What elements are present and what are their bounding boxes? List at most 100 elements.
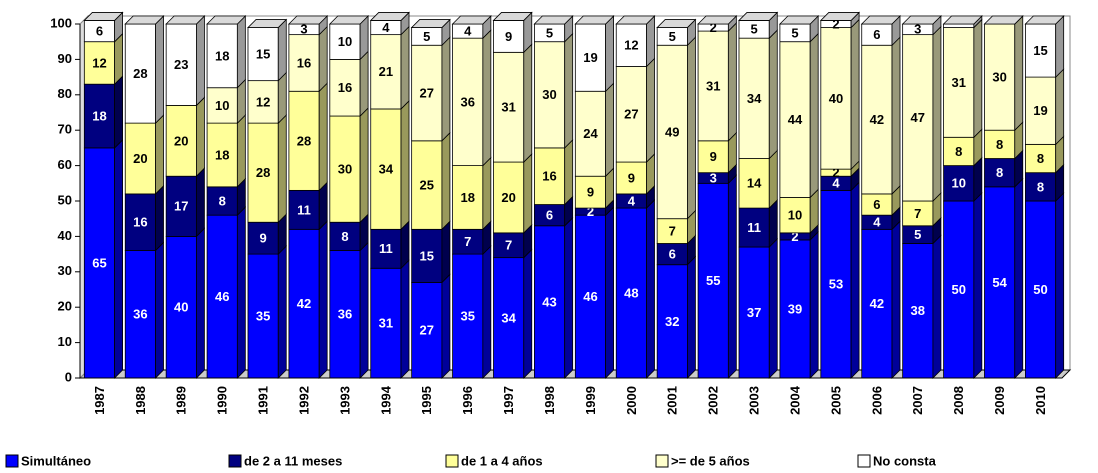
bar-segment (943, 165, 975, 202)
data-label: 27 (624, 107, 638, 122)
bar-segment (902, 34, 934, 202)
bar-segment (902, 200, 934, 227)
data-label: 35 (256, 308, 270, 323)
data-label: 3 (300, 22, 307, 37)
data-label: 6 (96, 24, 103, 39)
data-label: 15 (1033, 43, 1047, 58)
bar-segment (165, 105, 197, 177)
bar-segment (452, 228, 484, 255)
bar-side (400, 99, 410, 231)
bar-segment (206, 122, 238, 188)
bar-segment (83, 41, 115, 85)
bar-segment (493, 232, 525, 259)
legend-swatch (228, 454, 242, 468)
x-tick-label: 1997 (501, 386, 516, 415)
bar-side (523, 153, 533, 234)
bar-side (482, 156, 492, 231)
data-label: 30 (992, 70, 1006, 85)
data-label: 8 (955, 144, 962, 159)
bar-top (124, 15, 165, 25)
data-label: 8 (1037, 179, 1044, 194)
bar-side (768, 238, 778, 379)
bar-segment (1025, 172, 1057, 202)
data-label: 35 (460, 308, 474, 323)
data-label: 5 (751, 22, 758, 37)
data-label: 46 (215, 289, 229, 304)
data-label: 6 (873, 27, 880, 42)
bar-side (850, 181, 860, 379)
data-label: 53 (829, 277, 843, 292)
bar-side (114, 32, 123, 86)
x-tick-label: 1996 (460, 386, 475, 415)
data-label: 44 (788, 112, 803, 127)
data-label: 5 (423, 29, 430, 44)
bar-top (778, 15, 820, 25)
bar-side (523, 248, 533, 379)
x-tick-label: 2009 (992, 386, 1007, 415)
bar-side (646, 57, 655, 164)
bar-side (809, 230, 819, 379)
x-tick-label: 2002 (706, 386, 721, 415)
y-tick-label: 80 (58, 86, 72, 101)
bar-segment (984, 158, 1016, 188)
bar-segment (493, 161, 525, 234)
data-label: 4 (873, 215, 881, 230)
x-tick-label: 2008 (951, 386, 966, 415)
bar-side (891, 220, 901, 379)
bar-side (236, 114, 246, 188)
data-label: 21 (379, 64, 393, 79)
data-label: 7 (914, 206, 921, 221)
bar-side (155, 184, 164, 252)
bar-segment (452, 253, 484, 379)
data-label: 5 (546, 25, 553, 40)
bar-side (809, 32, 819, 199)
data-label: 7 (669, 224, 676, 239)
data-label: 28 (133, 66, 147, 81)
data-label: 8 (219, 193, 226, 208)
data-label: 16 (297, 55, 311, 70)
x-tick-label: 1989 (174, 386, 189, 415)
bar-side (277, 71, 287, 125)
data-label: 8 (341, 229, 348, 244)
data-label: 11 (379, 241, 393, 256)
bar-segment (206, 214, 238, 379)
legend-label: Simultáneo (21, 453, 91, 468)
data-label: 31 (379, 316, 393, 331)
data-label: 34 (379, 162, 394, 177)
bar-top (1024, 15, 1065, 25)
bar-segment (779, 41, 811, 198)
bar-side (155, 241, 164, 379)
bar-segment (165, 175, 197, 237)
bar-segment (738, 37, 770, 159)
bar-side (359, 50, 369, 118)
data-label: 42 (297, 296, 311, 311)
bar-side (482, 29, 492, 167)
bar-segment (329, 115, 361, 223)
bar-side (400, 259, 410, 379)
bar-side (687, 36, 696, 220)
data-label: 36 (133, 307, 147, 322)
x-tick-label: 2003 (747, 386, 762, 415)
bar-top (328, 15, 370, 25)
data-label: 50 (1033, 282, 1047, 297)
bar-segment (820, 27, 852, 170)
data-label: 32 (665, 314, 679, 329)
data-label: 6 (669, 247, 676, 262)
data-label: 16 (338, 80, 352, 95)
data-label: 48 (624, 285, 638, 300)
bar-side (564, 216, 574, 379)
bar-segment (574, 214, 606, 379)
bar-side (359, 241, 369, 379)
x-tick-label: 2006 (869, 386, 884, 415)
bar-segment (83, 147, 115, 379)
bar-side (196, 227, 205, 379)
data-label: 4 (382, 20, 390, 35)
bar-segment (247, 221, 279, 255)
x-tick-label: 1991 (256, 386, 271, 415)
bar-side (441, 220, 451, 284)
data-label: 11 (747, 220, 761, 235)
bar-side (196, 15, 205, 107)
bar-segment (1025, 76, 1057, 145)
data-label: 38 (911, 303, 925, 318)
data-label: 30 (542, 87, 556, 102)
